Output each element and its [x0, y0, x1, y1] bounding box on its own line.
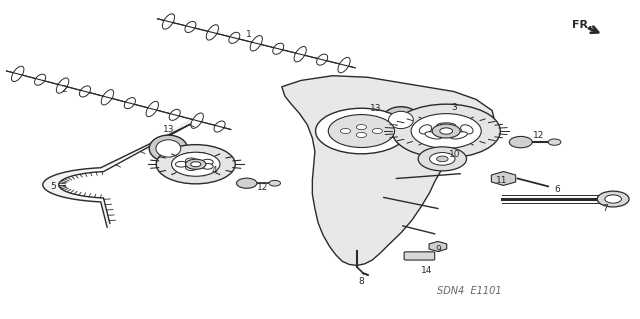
Text: 14: 14	[421, 266, 433, 275]
Ellipse shape	[12, 66, 24, 82]
Circle shape	[156, 145, 236, 184]
Ellipse shape	[169, 109, 180, 120]
Text: 8: 8	[358, 277, 364, 286]
Ellipse shape	[79, 86, 90, 97]
Ellipse shape	[317, 54, 328, 65]
Circle shape	[392, 104, 500, 158]
Ellipse shape	[146, 101, 159, 117]
Ellipse shape	[388, 111, 413, 129]
Ellipse shape	[382, 107, 420, 133]
Ellipse shape	[186, 158, 197, 164]
Ellipse shape	[461, 125, 473, 134]
Ellipse shape	[214, 121, 225, 132]
Ellipse shape	[273, 43, 284, 54]
Circle shape	[356, 125, 367, 130]
Polygon shape	[282, 76, 495, 265]
Ellipse shape	[101, 90, 114, 105]
Circle shape	[340, 129, 351, 134]
Circle shape	[509, 137, 532, 148]
Text: 11: 11	[496, 175, 508, 185]
Ellipse shape	[56, 78, 68, 93]
Circle shape	[328, 115, 394, 147]
Circle shape	[429, 152, 455, 165]
Ellipse shape	[186, 165, 197, 170]
Circle shape	[237, 178, 257, 188]
Text: 5: 5	[51, 182, 56, 191]
Ellipse shape	[338, 57, 350, 73]
Text: 7: 7	[603, 204, 609, 213]
Ellipse shape	[191, 113, 204, 128]
Ellipse shape	[425, 132, 442, 139]
Circle shape	[548, 139, 561, 145]
Text: 12: 12	[257, 183, 268, 192]
Text: 12: 12	[533, 131, 544, 140]
Text: 13: 13	[371, 104, 382, 113]
FancyBboxPatch shape	[404, 252, 435, 260]
Ellipse shape	[163, 14, 175, 29]
Circle shape	[440, 128, 452, 134]
Ellipse shape	[149, 135, 188, 162]
Ellipse shape	[294, 47, 307, 62]
Text: 10: 10	[449, 150, 461, 159]
Ellipse shape	[229, 32, 240, 43]
Ellipse shape	[202, 164, 213, 169]
Circle shape	[372, 129, 383, 134]
Text: 1: 1	[246, 30, 252, 39]
Circle shape	[356, 132, 367, 137]
Circle shape	[418, 147, 467, 171]
Ellipse shape	[156, 140, 180, 157]
Ellipse shape	[436, 123, 456, 129]
Ellipse shape	[124, 98, 136, 109]
Text: 9: 9	[435, 245, 441, 254]
Circle shape	[316, 108, 407, 154]
Circle shape	[269, 180, 280, 186]
Text: 6: 6	[555, 185, 561, 194]
Text: 2: 2	[61, 85, 67, 94]
Circle shape	[191, 162, 201, 167]
Text: SDN4  E1101: SDN4 E1101	[437, 286, 502, 296]
Circle shape	[411, 114, 481, 148]
Text: FR.: FR.	[572, 20, 592, 30]
Ellipse shape	[451, 132, 467, 139]
Circle shape	[436, 156, 448, 162]
Ellipse shape	[250, 36, 262, 51]
Circle shape	[597, 191, 629, 207]
Circle shape	[605, 195, 621, 203]
Text: 13: 13	[163, 125, 174, 134]
Ellipse shape	[419, 125, 432, 134]
Ellipse shape	[202, 159, 213, 165]
Ellipse shape	[185, 21, 196, 33]
Circle shape	[186, 159, 206, 169]
Text: 3: 3	[451, 103, 457, 112]
Circle shape	[172, 152, 220, 176]
Ellipse shape	[206, 25, 218, 40]
Ellipse shape	[175, 161, 187, 167]
Ellipse shape	[35, 74, 45, 85]
Text: 4: 4	[212, 166, 218, 175]
Circle shape	[432, 124, 460, 138]
